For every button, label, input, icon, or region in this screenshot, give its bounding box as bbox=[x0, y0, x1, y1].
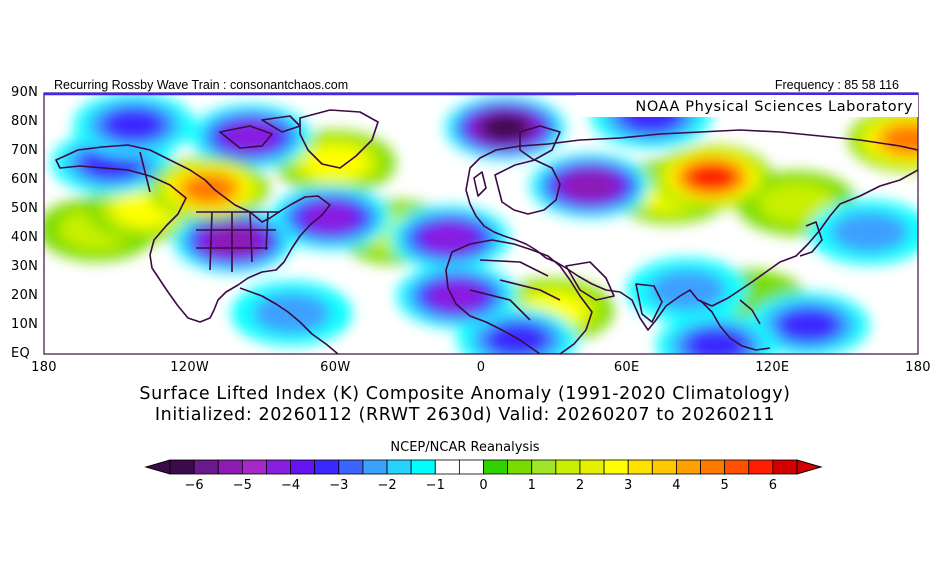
colorbar-swatch bbox=[315, 460, 339, 474]
colorbar-swatch bbox=[484, 460, 508, 474]
colorbar-swatch bbox=[339, 460, 363, 474]
colorbar-label: 1 bbox=[528, 478, 536, 493]
colorbar-swatch bbox=[749, 460, 773, 474]
colorbar-label: 3 bbox=[624, 478, 632, 493]
colorbar-label: 2 bbox=[576, 478, 584, 493]
colorbar-label: −1 bbox=[426, 478, 445, 493]
colorbar-swatch bbox=[266, 460, 290, 474]
colorbar-high-arrow bbox=[797, 460, 821, 474]
colorbar-label: 5 bbox=[721, 478, 729, 493]
colorbar-swatch bbox=[387, 460, 411, 474]
colorbar-swatch bbox=[194, 460, 218, 474]
colorbar-swatch bbox=[363, 460, 387, 474]
colorbar-swatch bbox=[532, 460, 556, 474]
colorbar-label: −5 bbox=[233, 478, 252, 493]
colorbar-swatch bbox=[580, 460, 604, 474]
colorbar-swatch bbox=[652, 460, 676, 474]
colorbar-swatch bbox=[435, 460, 459, 474]
colorbar-swatch bbox=[218, 460, 242, 474]
colorbar-swatch bbox=[773, 460, 797, 474]
colorbar-swatch bbox=[291, 460, 315, 474]
colorbar-swatch bbox=[170, 460, 194, 474]
colorbar-label: −2 bbox=[377, 478, 396, 493]
colorbar-low-arrow bbox=[146, 460, 170, 474]
colorbar-swatch bbox=[676, 460, 700, 474]
colorbar-label: 0 bbox=[479, 478, 487, 493]
colorbar-label: −3 bbox=[329, 478, 348, 493]
colorbar-swatch bbox=[459, 460, 483, 474]
colorbar-swatch bbox=[556, 460, 580, 474]
colorbar-swatch bbox=[411, 460, 435, 474]
colorbar-label: 6 bbox=[769, 478, 777, 493]
colorbar-swatch bbox=[725, 460, 749, 474]
colorbar-swatch bbox=[701, 460, 725, 474]
colorbar-label: −4 bbox=[281, 478, 300, 493]
colorbar-swatch bbox=[508, 460, 532, 474]
colorbar-swatch bbox=[242, 460, 266, 474]
colorbar-label: −6 bbox=[185, 478, 204, 493]
colorbar-swatch bbox=[604, 460, 628, 474]
colorbar-swatch bbox=[628, 460, 652, 474]
colorbar-label: 4 bbox=[672, 478, 680, 493]
